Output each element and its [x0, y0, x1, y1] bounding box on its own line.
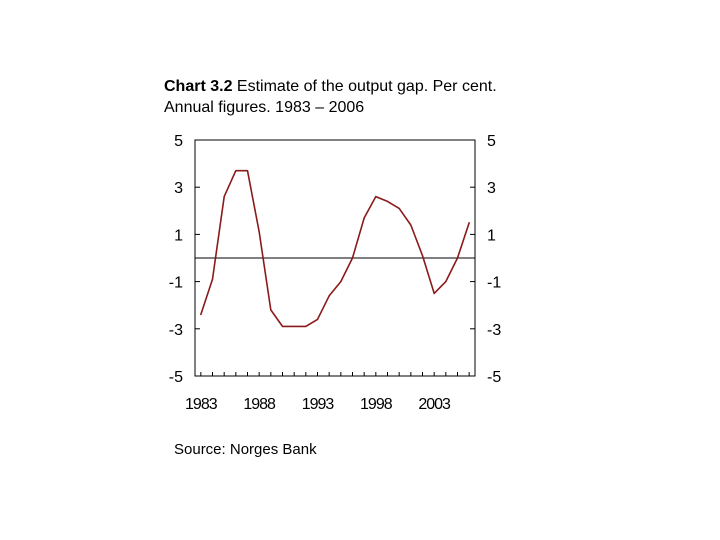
y-tick-label-right: -5 [487, 369, 501, 386]
data-point [468, 222, 470, 224]
y-tick-label-left: 1 [174, 227, 183, 244]
data-point [445, 281, 447, 283]
data-point [328, 295, 330, 297]
data-point [386, 200, 389, 202]
data-point [398, 207, 400, 210]
data-point [223, 196, 225, 198]
data-point [456, 257, 459, 259]
data-point [351, 257, 354, 259]
data-point [200, 314, 202, 316]
y-tick-label-right: 5 [487, 133, 496, 150]
y-tick-label-left: 5 [174, 133, 183, 150]
y-tick-label-left: -1 [169, 275, 183, 292]
data-point [316, 318, 319, 320]
data-point [410, 224, 412, 226]
data-point [211, 278, 214, 280]
data-point [375, 196, 377, 198]
x-tick-label: 1988 [243, 396, 276, 413]
y-tick-label-left: 3 [174, 180, 183, 197]
data-point [281, 325, 284, 328]
data-point [421, 255, 424, 257]
y-tick-label-right: 3 [487, 180, 496, 197]
y-tick-label-left: -3 [169, 322, 183, 339]
chart-source: Source: Norges Bank [174, 441, 317, 458]
data-point [340, 281, 342, 283]
x-tick-label: 1998 [360, 396, 393, 413]
series-line-output-gap [200, 169, 470, 328]
data-point [363, 217, 365, 219]
data-point [293, 325, 295, 328]
y-tick-label-right: -3 [487, 322, 501, 339]
data-point [433, 292, 435, 294]
data-point [235, 170, 237, 172]
data-point [305, 325, 307, 328]
data-point [258, 231, 260, 233]
y-tick-label-right: 1 [487, 227, 496, 244]
data-point [270, 309, 272, 311]
y-tick-label-right: -1 [487, 275, 501, 292]
x-tick-label: 1983 [185, 396, 218, 413]
y-tick-label-left: -5 [169, 369, 183, 386]
chart-title-prefix: Chart 3.2 [164, 78, 233, 95]
data-point [246, 170, 249, 172]
chart-title: Chart 3.2 Estimate of the output gap. Pe… [164, 76, 524, 118]
x-tick-label: 2003 [418, 396, 451, 413]
x-tick-label: 1993 [302, 396, 335, 413]
chart-title-text: Estimate of the output gap. Per cent. An… [164, 78, 497, 116]
